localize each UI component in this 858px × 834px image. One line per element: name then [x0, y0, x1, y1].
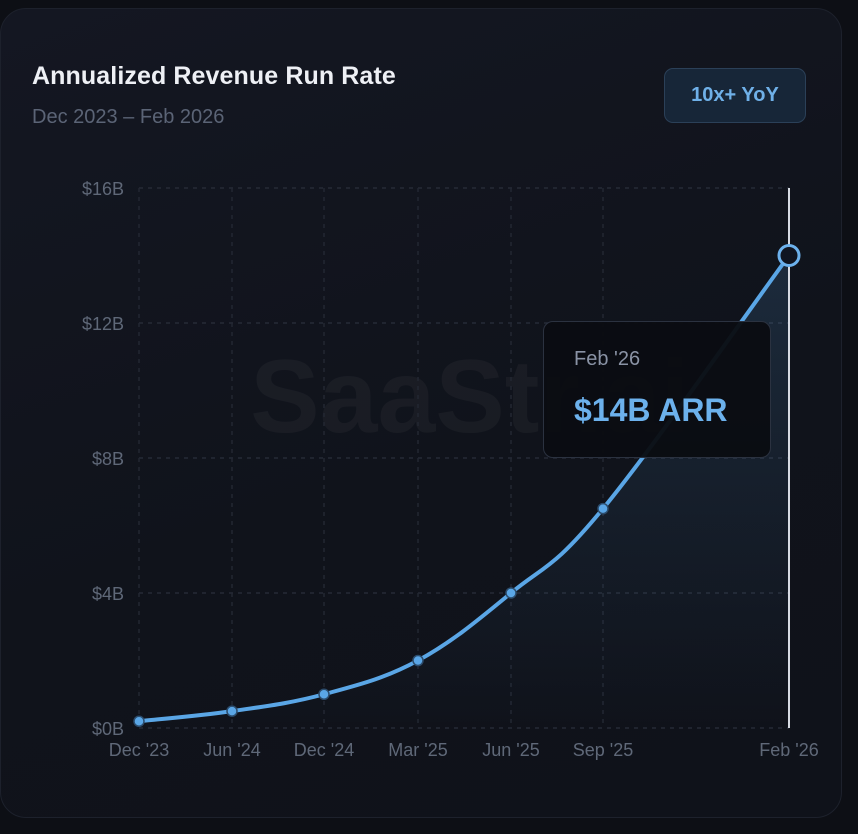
data-point[interactable]	[226, 705, 238, 717]
x-axis: Dec '23 Jun '24 Dec '24 Mar '25 Jun '25 Sep '…	[109, 740, 819, 760]
area-fill	[139, 255, 789, 728]
tooltip-date: Feb '26	[574, 348, 641, 370]
x-tick-label: Mar '25	[388, 740, 447, 760]
x-tick-label: Jun '24	[203, 740, 260, 760]
y-tick-label: $16B	[82, 179, 124, 199]
highlight-point[interactable]	[777, 244, 801, 267]
yoy-badge: 10x+ YoY	[664, 68, 806, 123]
y-tick-label: $8B	[92, 449, 124, 469]
y-axis: $0B $4B $8B $12B $16B	[82, 179, 124, 739]
x-tick-label: Dec '23	[109, 740, 169, 760]
data-point[interactable]	[597, 502, 609, 515]
data-points	[133, 244, 801, 727]
tooltip-value: $14B ARR	[574, 392, 728, 428]
data-point[interactable]	[412, 654, 424, 667]
x-tick-label: Dec '24	[294, 740, 354, 760]
data-point[interactable]	[505, 587, 517, 599]
y-tick-label: $12B	[82, 314, 124, 334]
x-tick-label: Jun '25	[482, 740, 539, 760]
x-tick-label: Feb '26	[759, 740, 818, 760]
chart-title: Annualized Revenue Run Rate	[32, 62, 396, 90]
tooltip: Feb '26 $14B ARR	[543, 321, 771, 458]
chart-subtitle: Dec 2023 – Feb 2026	[32, 106, 225, 128]
data-point[interactable]	[318, 688, 330, 700]
y-tick-label: $4B	[92, 584, 124, 604]
x-tick-label: Sep '25	[573, 740, 634, 760]
grid-lines	[138, 187, 789, 729]
data-point[interactable]	[133, 715, 145, 727]
y-tick-label: $0B	[92, 719, 124, 739]
